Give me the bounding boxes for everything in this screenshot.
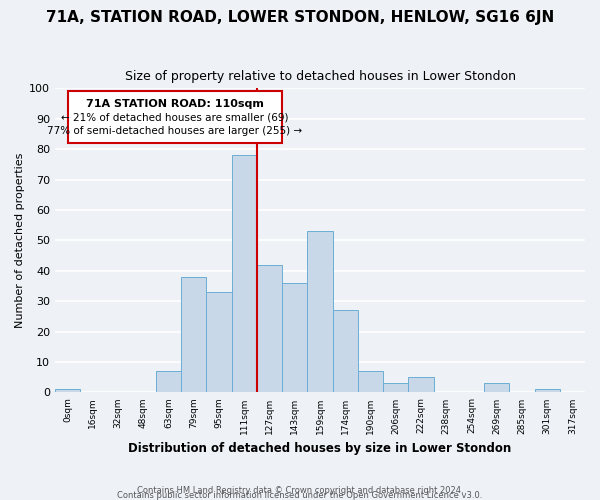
Bar: [156, 371, 181, 392]
Bar: [232, 155, 257, 392]
Text: 77% of semi-detached houses are larger (255) →: 77% of semi-detached houses are larger (…: [47, 126, 302, 136]
Bar: [257, 264, 282, 392]
Text: 71A STATION ROAD: 110sqm: 71A STATION ROAD: 110sqm: [86, 99, 264, 109]
Bar: [409, 377, 434, 392]
Bar: [358, 371, 383, 392]
Bar: [181, 277, 206, 392]
Bar: [307, 232, 332, 392]
Bar: [206, 292, 232, 392]
X-axis label: Distribution of detached houses by size in Lower Stondon: Distribution of detached houses by size …: [128, 442, 512, 455]
Y-axis label: Number of detached properties: Number of detached properties: [15, 152, 25, 328]
Text: ← 21% of detached houses are smaller (69): ← 21% of detached houses are smaller (69…: [61, 112, 289, 122]
Text: 71A, STATION ROAD, LOWER STONDON, HENLOW, SG16 6JN: 71A, STATION ROAD, LOWER STONDON, HENLOW…: [46, 10, 554, 25]
Bar: [282, 283, 307, 393]
FancyBboxPatch shape: [68, 92, 282, 143]
Bar: [55, 390, 80, 392]
Bar: [332, 310, 358, 392]
Bar: [383, 384, 409, 392]
Text: Contains public sector information licensed under the Open Government Licence v3: Contains public sector information licen…: [118, 490, 482, 500]
Text: Contains HM Land Registry data © Crown copyright and database right 2024.: Contains HM Land Registry data © Crown c…: [137, 486, 463, 495]
Bar: [535, 390, 560, 392]
Title: Size of property relative to detached houses in Lower Stondon: Size of property relative to detached ho…: [125, 70, 515, 83]
Bar: [484, 384, 509, 392]
